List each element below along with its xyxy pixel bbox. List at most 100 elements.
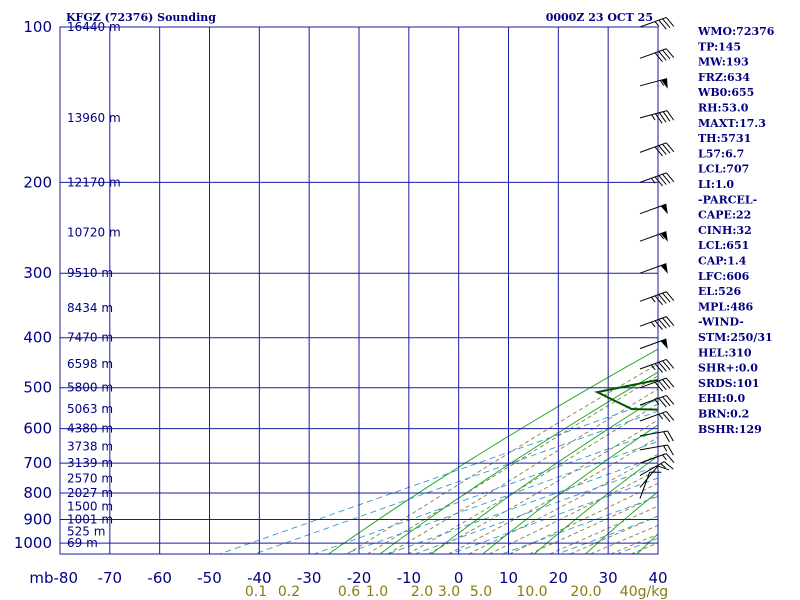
height-label: 4380 m [67,422,113,436]
moist-adiabat [448,436,658,554]
moist-adiabat [468,453,658,554]
plot-frame [59,26,659,555]
pressure-tick-label: 200 [23,173,52,191]
wind-barb [639,291,675,306]
temperature-tick-label: -70 [98,569,123,587]
moist-adiabat [427,419,658,554]
mixing-ratio-label: 20.0 [570,584,601,600]
mixing-ratio-line [387,455,658,554]
pressure-tick-label: 500 [23,379,52,397]
mixing-ratio-label: 3.0 [438,584,460,600]
height-label: 7470 m [67,331,113,345]
mixing-ratio-labels: 0.1 0.2 0.6 1.0 2.0 3.0 5.0 10.0 20.0 40g/kg [245,584,668,600]
sounding-index: LCL:707 [698,163,749,176]
height-label: 6598 m [67,357,113,371]
moist-adiabat [387,388,658,554]
mixing-ratio-label: 2.0 [411,584,433,600]
moist-adiabat [590,524,658,554]
sounding-index: BSHR:129 [698,423,762,436]
wind-barb [639,231,668,242]
sounding-index: MW:193 [698,56,749,69]
height-label: 16440 m [67,20,121,34]
pressure-tick-label: 300 [23,264,52,282]
dry-adiabat [585,490,658,554]
mixing-ratio-line [219,399,658,554]
wind-barb [639,471,662,499]
sounding-index: LI:1.0 [698,178,734,191]
wind-barb [639,453,675,464]
mixing-ratio-line [344,440,658,554]
sounding-index: RH:53.0 [698,102,749,115]
height-label: 3139 m [67,456,113,470]
moist-adiabat [569,515,658,554]
mixing-ratio-label: 10.0 [516,584,547,600]
sounding-index: -WIND- [698,316,744,329]
pressure-tick-label: 700 [23,454,52,472]
mixing-ratio-line [313,430,658,554]
temperature-tick-label: -60 [147,569,172,587]
height-label: 2570 m [67,472,113,486]
temperature-tick-label: -40 [247,569,272,587]
temperature-tick-label: mb-80 [29,569,78,587]
wind-barb [639,142,675,157]
mixing-ratio-line [414,465,658,554]
pressure-tick-label: 400 [23,329,52,347]
sounding-index: MPL:486 [698,300,754,313]
sounding-index: EHI:0.0 [698,392,745,405]
wind-barbs [639,16,675,499]
isobar-isotherm-grid [59,26,659,555]
dry-adiabat [533,455,658,554]
moist-adiabat [549,505,658,554]
pressure-tick-label: 100 [23,18,52,36]
height-label: 10720 m [67,225,121,239]
sounding-index: HEL:310 [698,346,752,359]
sounding-index: BRN:0.2 [698,408,749,421]
wind-barb [639,461,674,477]
temperature-tick-label: -10 [397,569,422,587]
dry-adiabat [791,27,800,554]
pressure-tick-labels: 100 200 300 400 500 600 700 800 900 1000 [14,18,52,552]
temperature-tick-label: -30 [297,569,322,587]
sounding-index: EL:526 [698,285,741,298]
mixing-ratio-line [450,477,658,554]
sounding-index: LFC:606 [698,270,750,283]
pressure-tick-label: 600 [23,420,52,438]
sounding-index: LCL:651 [698,239,749,252]
wind-barb [639,444,674,456]
mixing-ratio-label: 40g/kg [620,584,668,600]
mixing-ratio-label: 1.0 [366,584,388,600]
height-label: 525 m [67,525,105,539]
wind-barb [639,465,670,488]
wind-barb [639,263,668,274]
sounding-index: SHR+:0.0 [698,362,758,375]
wind-barb [639,172,675,187]
mixing-ratio-label: 0.2 [278,584,300,600]
height-label: 3738 m [67,440,113,454]
height-label: 1001 m [67,512,113,526]
dry-adiabat [482,424,658,554]
temperature-tick-label: 30 [599,569,618,587]
thermo-background-lines [219,27,800,554]
wind-barb [639,16,675,30]
wind-barb [639,410,675,423]
temperature-tick-label: -50 [197,569,222,587]
sounding-index: WB0:655 [697,86,754,99]
sounding-index: WMO:72376 [697,25,775,38]
height-label: 1500 m [67,500,113,514]
height-label: 8434 m [67,301,113,315]
moist-adiabat [529,494,658,554]
pressure-tick-label: 800 [23,484,52,502]
sounding-index: CINH:32 [698,224,752,237]
pressure-tick-label: 900 [23,510,52,528]
height-labels: 16440 m 13960 m 12170 m 10720 m 9510 m 8434 m… [67,20,121,550]
sounding-index: STM:250/31 [698,331,773,344]
temperature-tick-label: 0 [454,569,464,587]
wind-barb [639,203,668,215]
mixing-ratio-line [557,515,658,554]
mixing-ratio-line [254,410,658,554]
wind-barb [639,394,675,408]
wind-barb [639,338,668,350]
height-label: 2027 m [67,486,113,500]
sounding-indices-panel: WMO:72376 TP:145 MW:193 FRZ:634 WB0:655 RH:53… [697,25,775,436]
wind-barb [639,110,675,124]
